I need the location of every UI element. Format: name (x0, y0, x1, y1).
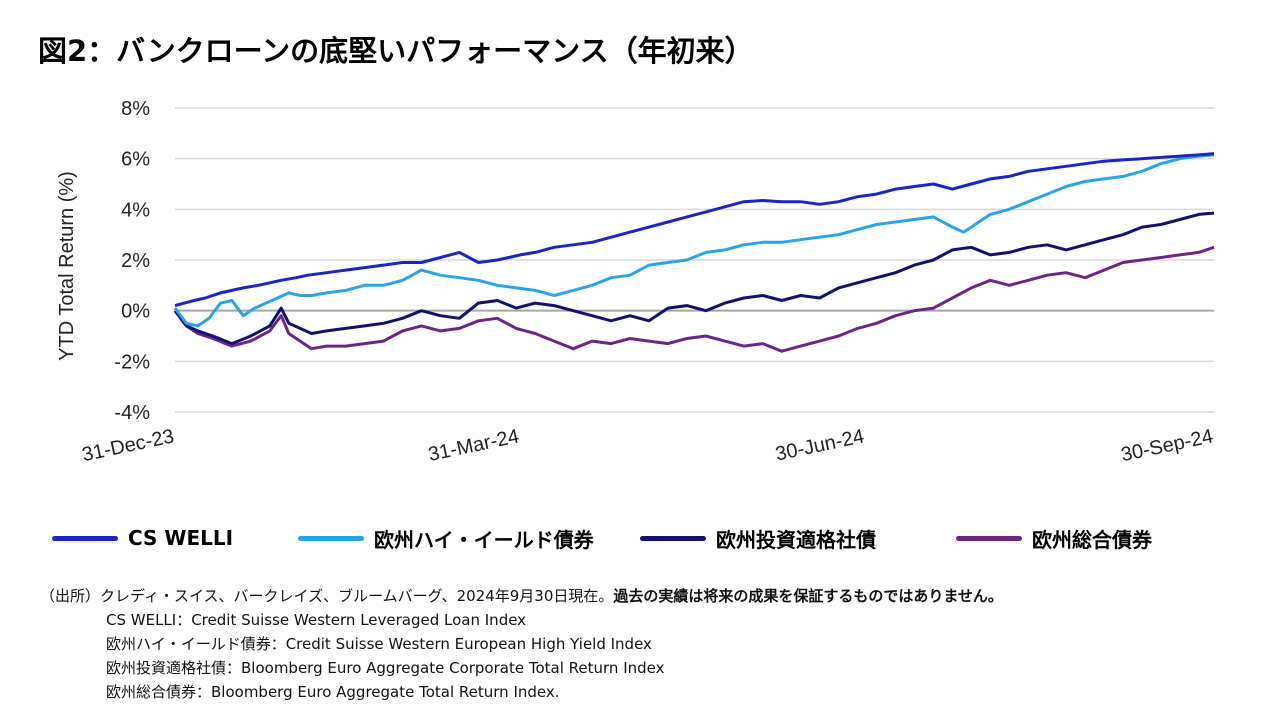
chart-series (173, 152, 1215, 353)
legend-item-eu-high-yield: 欧州ハイ・イールド債券 (298, 524, 594, 552)
line-chart: 8% 6% 4% 2% 0% -2% -4% 31-Dec-23 31-Mar-24 30-Ju… (56, 98, 1215, 466)
series-line-1 (173, 153, 1215, 328)
x-tick-label: 30-Sep-24 (1119, 425, 1215, 466)
legend-item-eu-ig-corp: 欧州投資適格社債 (640, 524, 876, 552)
y-tick-label: 6% (121, 149, 150, 171)
legend-swatch (298, 535, 364, 541)
y-axis-label: YTD Total Return (%) (56, 171, 78, 361)
source-notes: （出所）クレディ・スイス、バークレイズ、ブルームバーグ、2024年9月30日現在… (40, 584, 1003, 704)
series-line-2 (173, 211, 1215, 346)
x-tick-label: 30-Jun-24 (774, 425, 867, 465)
y-axis-ticks: 8% 6% 4% 2% 0% -2% -4% (114, 98, 150, 424)
definition-line: CS WELLI：Credit Suisse Western Leveraged… (106, 611, 527, 629)
chart-grid (175, 107, 1214, 413)
definition-line: 欧州ハイ・イールド債券：Credit Suisse Western Europe… (106, 635, 652, 653)
legend-swatch (956, 535, 1022, 541)
legend-label: CS WELLI (128, 526, 234, 550)
legend-label: 欧州総合債券 (1032, 527, 1152, 552)
x-tick-label: 31-Dec-23 (80, 425, 176, 466)
y-tick-label: 8% (121, 98, 150, 120)
disclaimer: 過去の実績は将来の成果を保証するものではありません。 (613, 587, 1003, 605)
definition-line: 欧州投資適格社債：Bloomberg Euro Aggregate Corpor… (106, 659, 665, 677)
x-tick-label: 31-Mar-24 (426, 425, 521, 466)
legend-item-eu-aggregate: 欧州総合債券 (956, 524, 1152, 552)
legend-swatch (640, 535, 706, 541)
chart-legend: CS WELLI 欧州ハイ・イールド債券 欧州投資適格社債 欧州総合債券 (52, 524, 1252, 552)
legend-swatch (52, 535, 118, 541)
y-tick-label: -2% (114, 351, 150, 373)
legend-item-cs-welli: CS WELLI (52, 524, 233, 552)
definition-line: 欧州総合債券：Bloomberg Euro Aggregate Total Re… (106, 683, 560, 701)
y-tick-label: 0% (121, 301, 150, 323)
y-tick-label: 2% (121, 250, 150, 272)
page-title: 図2：バンクローンの底堅いパフォーマンス（年初来） (38, 34, 754, 68)
series-line-0 (174, 152, 1215, 308)
source-text: クレディ・スイス、バークレイズ、ブルームバーグ、2024年9月30日現在。 (100, 587, 614, 605)
legend-label: 欧州投資適格社債 (716, 527, 876, 552)
series-line-3 (173, 245, 1215, 353)
legend-label: 欧州ハイ・イールド債券 (374, 527, 594, 552)
y-tick-label: -4% (114, 402, 150, 424)
y-tick-label: 4% (121, 199, 150, 221)
source-line: （出所）クレディ・スイス、バークレイズ、ブルームバーグ、2024年9月30日現在… (40, 584, 1003, 608)
source-prefix: （出所） (40, 587, 101, 605)
x-axis-ticks: 31-Dec-23 31-Mar-24 30-Jun-24 30-Sep-24 (80, 425, 1215, 466)
